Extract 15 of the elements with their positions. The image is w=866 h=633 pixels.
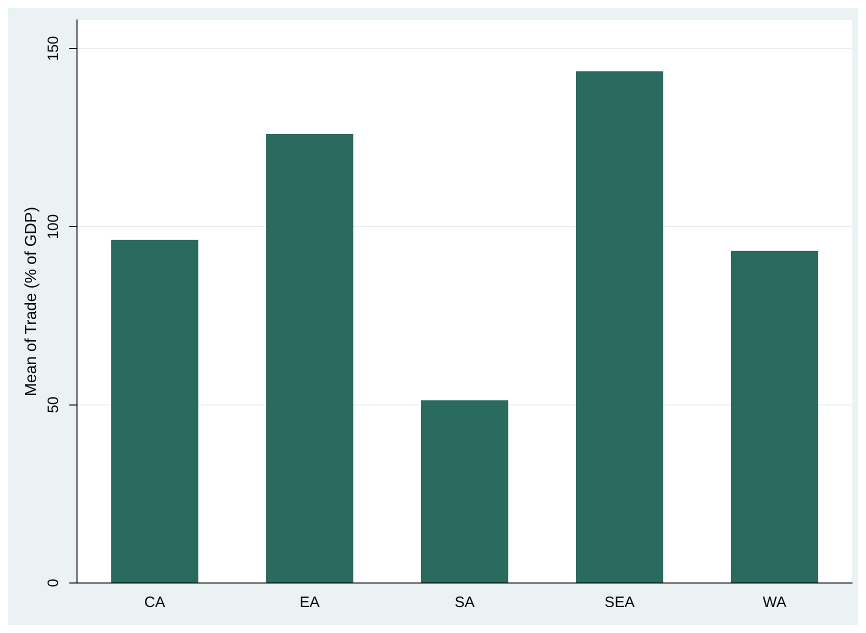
x-tick-label: CA bbox=[144, 594, 166, 612]
x-tick-label: SA bbox=[454, 594, 475, 612]
bar bbox=[421, 400, 508, 582]
bar bbox=[576, 71, 664, 582]
y-tick-label: 100 bbox=[44, 214, 62, 240]
x-tick-label: SEA bbox=[604, 594, 635, 612]
bar bbox=[111, 240, 198, 582]
bar bbox=[266, 134, 354, 582]
y-tick-label: 50 bbox=[44, 396, 62, 414]
bar bbox=[730, 250, 818, 582]
y-tick-label: 0 bbox=[44, 578, 62, 588]
y-axis-title: Mean of Trade (% of GDP) bbox=[23, 206, 40, 396]
x-tick-label: EA bbox=[300, 594, 320, 612]
y-tick-label: 150 bbox=[44, 36, 62, 62]
x-tick-label: WA bbox=[762, 594, 786, 612]
